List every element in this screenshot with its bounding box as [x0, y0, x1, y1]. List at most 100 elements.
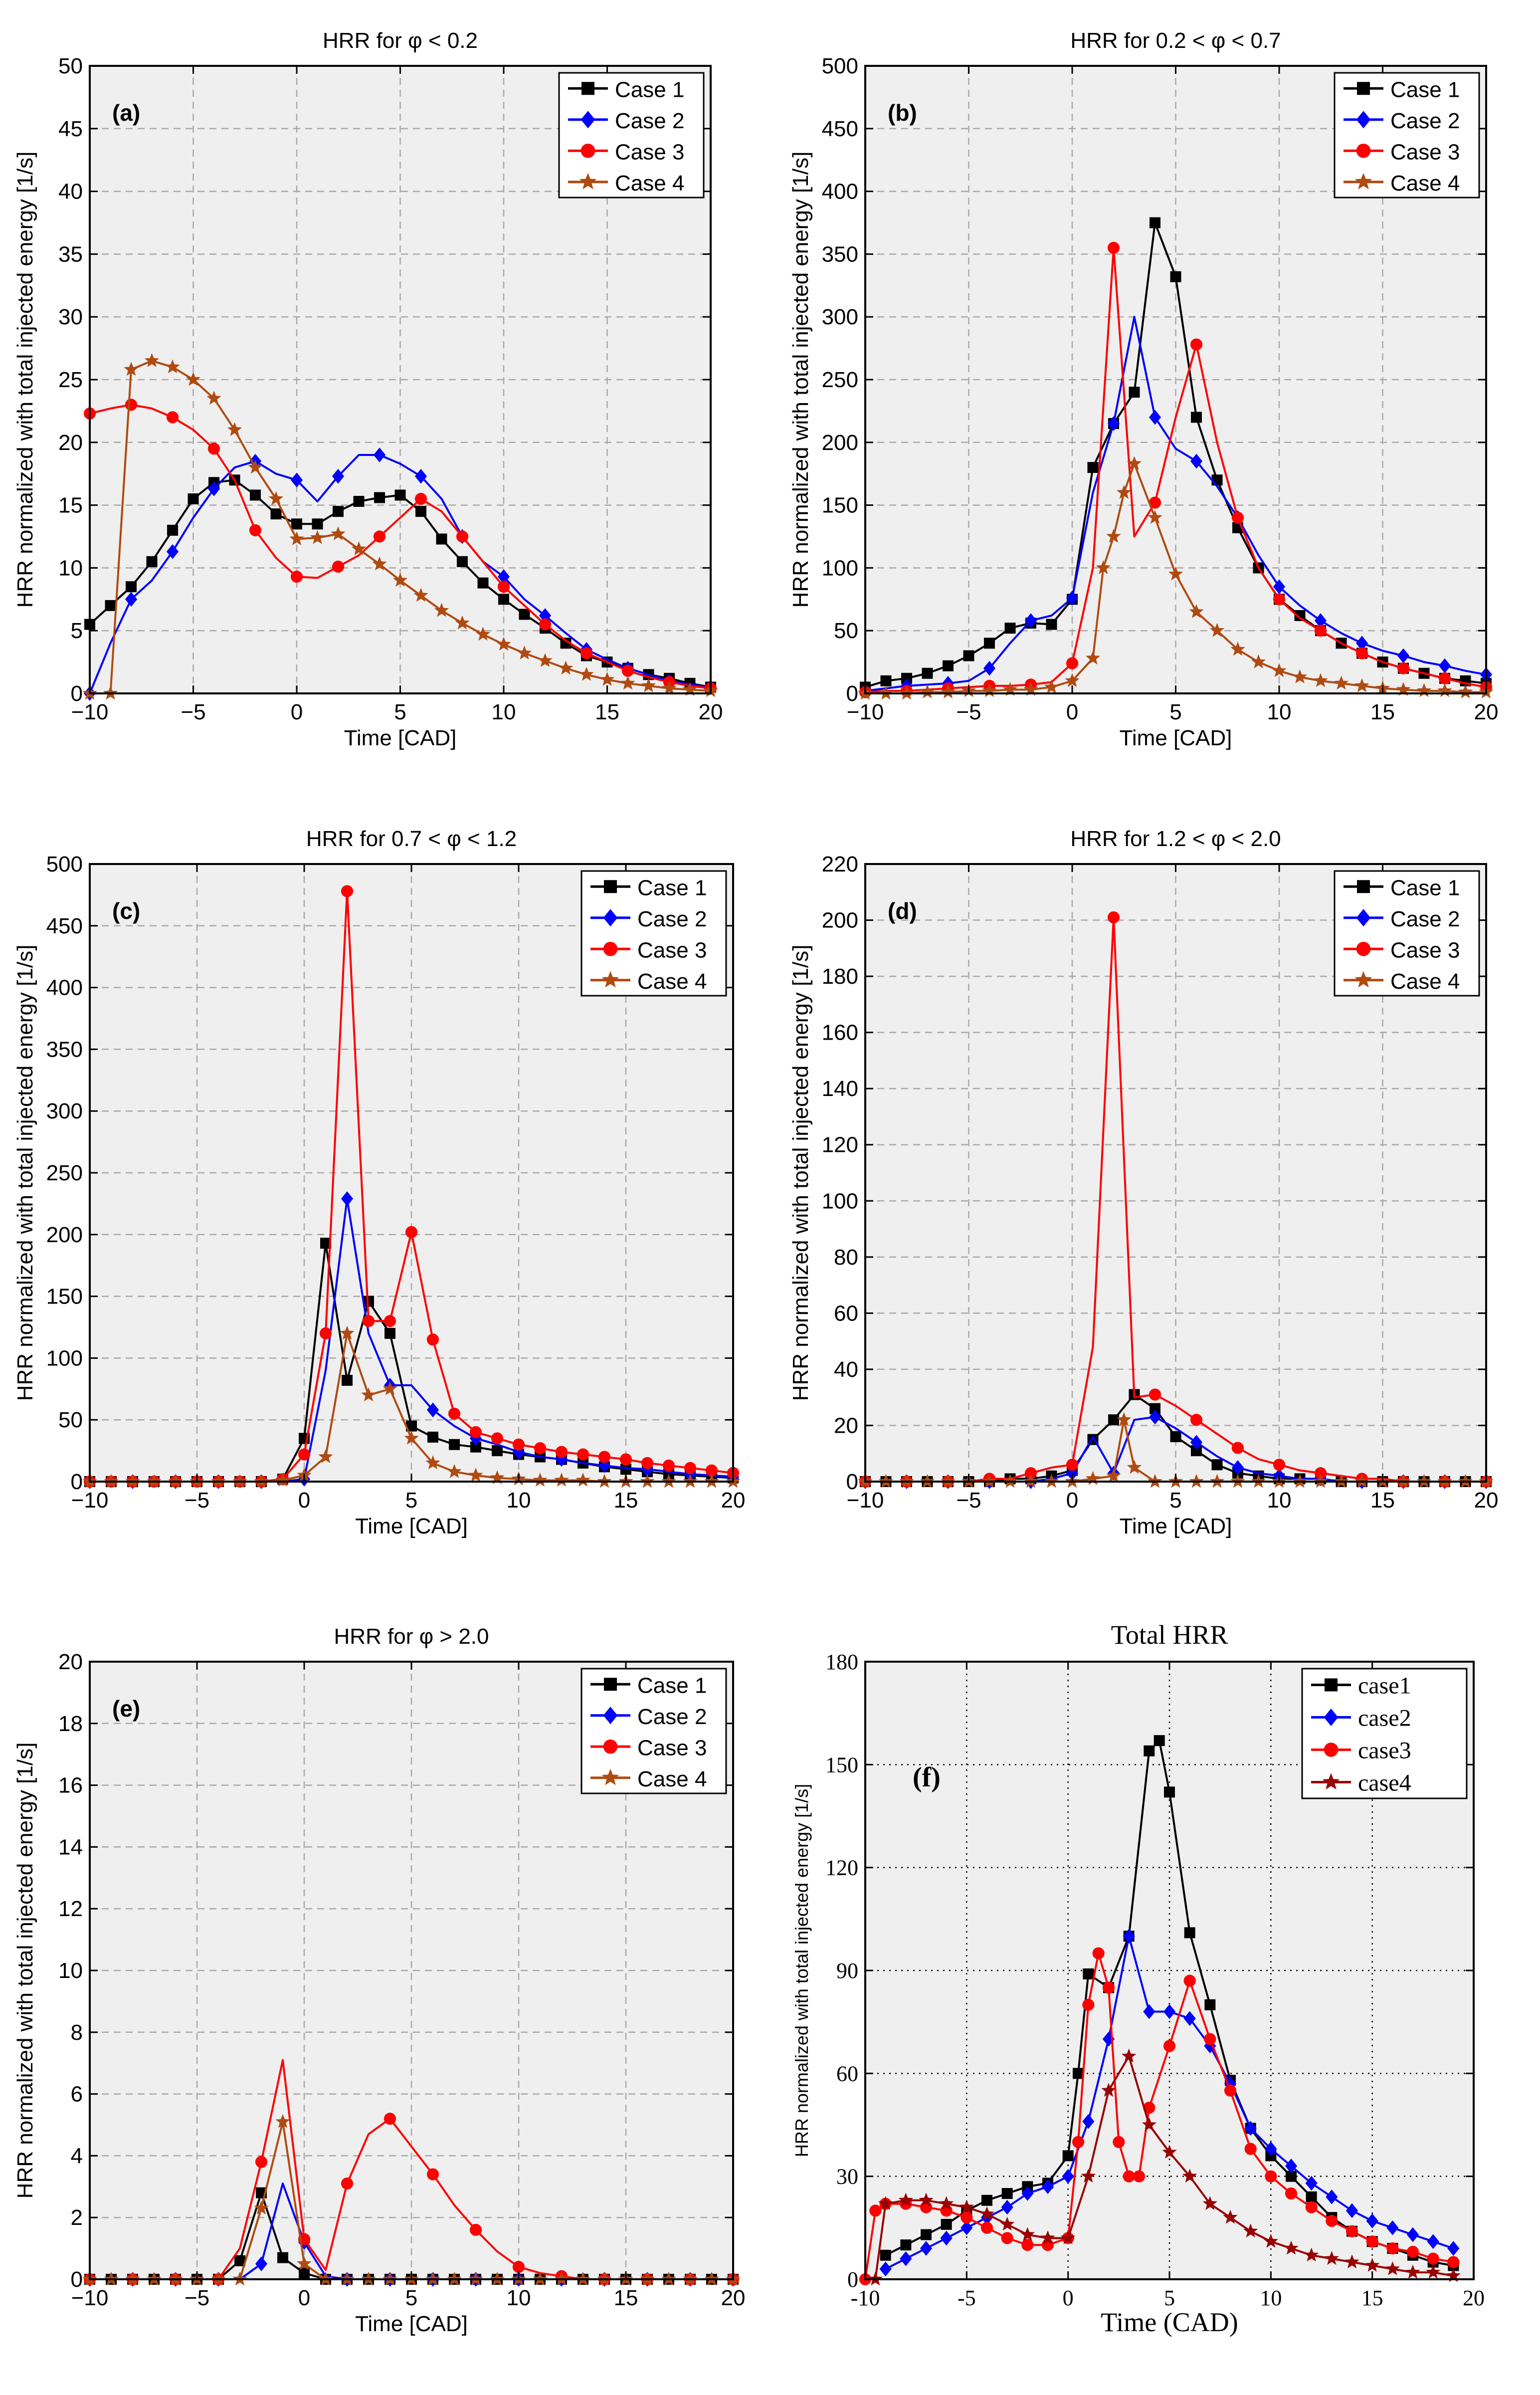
x-tick-label: 10	[1267, 700, 1292, 724]
y-tick-label: 180	[822, 964, 858, 989]
data-point	[980, 2221, 993, 2234]
data-point	[383, 1381, 397, 1395]
panel-label: (b)	[888, 100, 917, 126]
data-point	[250, 489, 261, 501]
x-tick-label: 0	[1066, 1488, 1078, 1513]
data-point	[1285, 2187, 1298, 2200]
data-point	[1386, 2242, 1399, 2255]
data-point	[426, 2168, 439, 2180]
legend-entry: Case 1	[637, 1673, 707, 1698]
data-point	[342, 1374, 353, 1386]
x-tick-label: −5	[185, 2286, 209, 2310]
x-tick-label: 5	[394, 700, 406, 724]
data-point	[1020, 2227, 1035, 2241]
data-point	[1231, 1460, 1244, 1475]
legend: Case 1 Case 2 Case 3 Case 4	[1334, 870, 1480, 997]
y-tick-label: 400	[46, 976, 83, 1000]
legend-entry: Case 4	[1390, 969, 1460, 994]
data-point	[1066, 590, 1079, 606]
legend-marker	[1322, 1773, 1340, 1790]
data-point	[684, 1462, 697, 1474]
data-point	[922, 667, 933, 679]
legend: Case 1 Case 2 Case 3 Case 4	[1334, 72, 1480, 199]
data-point	[982, 683, 997, 697]
data-point	[1202, 2196, 1217, 2210]
data-point	[979, 2206, 994, 2220]
y-tick-label: 0	[71, 2267, 83, 2292]
data-point	[341, 2177, 354, 2190]
x-tick-label: 15	[1370, 700, 1395, 724]
data-point	[1123, 1929, 1135, 1944]
legend-marker	[1354, 971, 1372, 988]
data-point	[1107, 911, 1120, 924]
data-point	[1154, 1735, 1165, 1746]
data-point	[1066, 1459, 1079, 1471]
legend-marker	[601, 971, 619, 988]
data-point	[497, 581, 510, 593]
data-point	[457, 556, 468, 567]
data-point	[1001, 2188, 1013, 2199]
data-point	[1285, 2159, 1298, 2174]
y-tick-label: 350	[46, 1037, 83, 1062]
data-point	[1062, 2150, 1074, 2162]
x-tick-label: −10	[71, 700, 109, 724]
series-4	[858, 456, 1494, 700]
data-point	[1142, 2117, 1156, 2131]
x-tick-label: 15	[1370, 1488, 1395, 1513]
y-axis-label: HRR normalized with total injected energ…	[13, 945, 37, 1401]
data-point	[1405, 2264, 1420, 2279]
legend-marker	[603, 909, 618, 927]
y-tick-label: 350	[822, 242, 858, 266]
data-point	[1081, 2169, 1096, 2183]
y-tick-label: 300	[46, 1099, 83, 1123]
y-tick-label: 35	[58, 242, 83, 266]
data-point	[144, 353, 160, 367]
y-tick-label: 150	[822, 493, 858, 518]
data-point	[413, 588, 428, 602]
data-point	[436, 533, 447, 545]
data-point	[1061, 2230, 1076, 2244]
legend-entry: Case 3	[1390, 938, 1460, 962]
x-tick-label: 15	[614, 1488, 638, 1513]
x-tick-label: -10	[851, 2286, 880, 2310]
data-point	[373, 530, 386, 543]
data-point	[1184, 1927, 1195, 1939]
x-axis-label: Time [CAD]	[344, 726, 457, 750]
data-point	[1326, 2214, 1338, 2227]
y-tick-label: 50	[58, 54, 83, 78]
data-point	[621, 664, 634, 677]
legend-entry: Case 2	[615, 109, 684, 133]
data-point	[1265, 2170, 1277, 2182]
legend-entry: Case 1	[637, 875, 707, 900]
data-point	[1416, 683, 1432, 697]
legend-entry: Case 3	[1390, 140, 1460, 164]
data-point	[353, 496, 365, 507]
data-point	[125, 399, 138, 411]
data-point	[1170, 271, 1181, 282]
legend-marker	[1357, 880, 1370, 893]
data-point	[1292, 669, 1308, 683]
data-point	[1001, 2232, 1013, 2244]
x-tick-label: 20	[721, 1488, 746, 1513]
data-point	[1046, 619, 1057, 630]
data-point	[492, 1445, 503, 1457]
y-axis-label: HRR normalized with total injected energ…	[791, 1784, 812, 2157]
x-axis-label: Time (CAD)	[1101, 2307, 1238, 2337]
data-point	[1085, 651, 1101, 664]
x-axis-label: Time [CAD]	[1120, 1514, 1232, 1538]
panel-label: (c)	[112, 898, 140, 924]
legend-marker	[1324, 1708, 1339, 1727]
data-point	[641, 1457, 654, 1469]
y-tick-label: 15	[58, 493, 83, 518]
data-point	[1334, 675, 1349, 690]
x-tick-label: 5	[405, 2286, 417, 2310]
chart-panel-2: −10 −5 0 5 10 15 20050100150200250300350400450…	[788, 28, 1498, 750]
legend-marker	[1357, 82, 1370, 95]
y-tick-label: 20	[834, 1413, 858, 1438]
data-point	[1002, 682, 1018, 696]
legend-entry: Case 3	[637, 938, 707, 962]
data-point	[1326, 2189, 1338, 2204]
data-point	[1106, 1468, 1121, 1483]
data-point	[1396, 682, 1411, 696]
legend: Case 1 Case 2 Case 3 Case 4	[558, 72, 705, 199]
